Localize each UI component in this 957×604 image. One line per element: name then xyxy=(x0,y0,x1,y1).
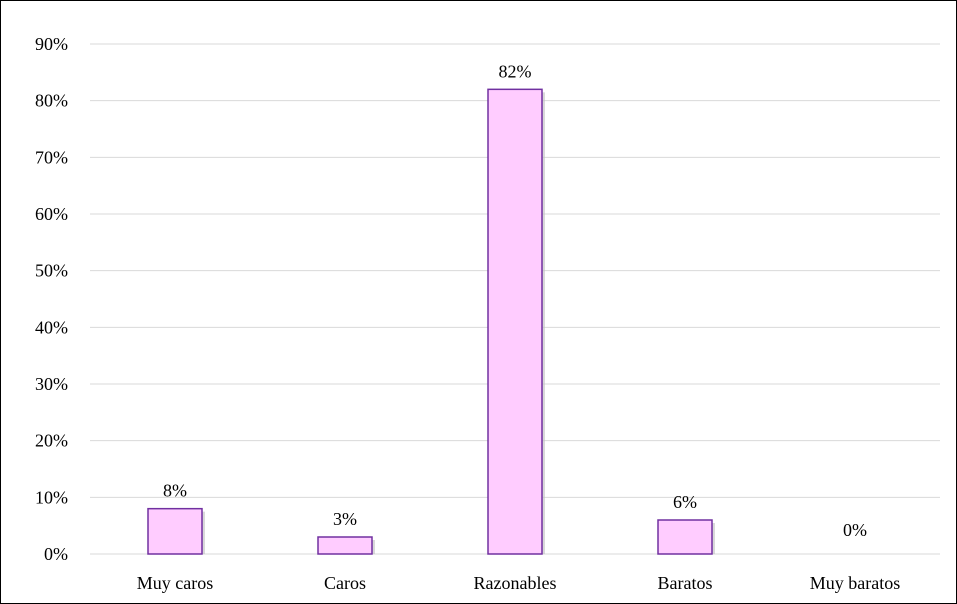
y-tick-label: 60% xyxy=(35,204,68,224)
y-tick-label: 30% xyxy=(35,374,68,394)
bar xyxy=(147,507,203,555)
y-tick-label: 50% xyxy=(35,261,68,281)
data-label: 3% xyxy=(333,509,357,529)
data-label: 8% xyxy=(163,481,187,501)
x-tick-label: Muy baratos xyxy=(810,573,900,593)
y-tick-label: 40% xyxy=(35,317,68,337)
x-tick-label: Caros xyxy=(324,573,366,593)
x-tick-label: Baratos xyxy=(658,573,713,593)
y-tick-label: 80% xyxy=(35,91,68,111)
x-tick-label: Muy caros xyxy=(137,573,213,593)
data-label: 0% xyxy=(843,520,867,540)
bar xyxy=(317,536,373,555)
x-tick-label: Razonables xyxy=(474,573,557,593)
y-axis-ticks: 0% 10% 20% 30% 40% 50% 60% 70% 80% 90% xyxy=(35,34,68,564)
y-tick-label: 90% xyxy=(35,34,68,54)
bar xyxy=(487,88,543,555)
y-tick-label: 0% xyxy=(44,544,68,564)
bar xyxy=(657,519,713,555)
bars xyxy=(147,88,715,555)
data-label: 6% xyxy=(673,492,697,512)
y-tick-label: 20% xyxy=(35,431,68,451)
y-tick-label: 10% xyxy=(35,487,68,507)
data-label: 82% xyxy=(499,61,532,81)
y-tick-label: 70% xyxy=(35,147,68,167)
x-axis-ticks: Muy caros Caros Razonables Baratos Muy barat… xyxy=(137,573,900,593)
data-labels: 8% 3% 82% 6% 0% xyxy=(163,61,867,540)
